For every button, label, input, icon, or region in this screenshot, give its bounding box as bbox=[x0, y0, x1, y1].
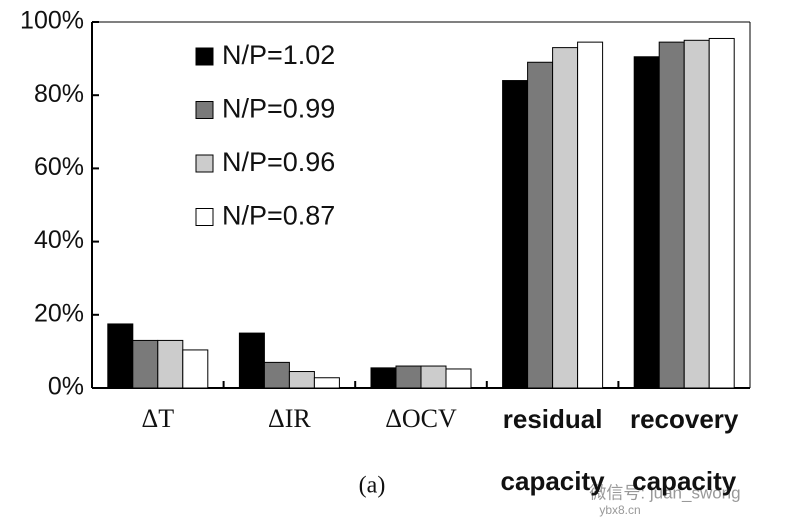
legend-swatch bbox=[195, 208, 214, 226]
bar bbox=[577, 41, 604, 389]
y-tick-label: 0% bbox=[48, 373, 84, 401]
bar bbox=[395, 365, 422, 389]
bar bbox=[288, 371, 315, 389]
legend-label: N/P=1.02 bbox=[222, 40, 335, 70]
bar bbox=[633, 56, 660, 389]
legend-label: N/P=0.96 bbox=[222, 147, 335, 177]
watermark-site: ybx8.cn bbox=[599, 503, 640, 517]
y-tick-label: 100% bbox=[20, 7, 84, 35]
bar bbox=[708, 37, 735, 389]
legend-label: N/P=0.87 bbox=[222, 201, 335, 231]
x-tick-label: recovery capacity bbox=[629, 404, 739, 496]
bar bbox=[420, 365, 447, 389]
bar bbox=[445, 368, 472, 389]
bar bbox=[502, 80, 529, 389]
bar bbox=[683, 39, 710, 389]
legend-swatch bbox=[195, 101, 214, 119]
bar bbox=[238, 332, 265, 389]
y-tick-label: 20% bbox=[34, 299, 84, 327]
x-tick-label: residual capacity bbox=[500, 404, 605, 496]
bar bbox=[370, 367, 397, 389]
x-tick-label: ΔT bbox=[141, 404, 175, 433]
legend-label: N/P=0.99 bbox=[222, 94, 335, 124]
bar bbox=[658, 41, 685, 389]
x-tick-label: ΔOCV bbox=[385, 404, 457, 433]
y-tick-label: 40% bbox=[34, 226, 84, 254]
legend-swatch bbox=[195, 154, 214, 173]
bar bbox=[182, 349, 209, 389]
legend-swatch bbox=[195, 47, 214, 66]
bar bbox=[132, 339, 159, 389]
bar bbox=[107, 323, 134, 389]
bar bbox=[552, 47, 579, 389]
watermark: 微信号: juan_swong bbox=[589, 483, 740, 502]
y-tick-label: 80% bbox=[34, 80, 84, 108]
x-tick-label: ΔIR bbox=[268, 404, 311, 433]
y-tick-label: 60% bbox=[34, 153, 84, 181]
bar bbox=[157, 339, 184, 389]
caption: (a) bbox=[359, 473, 386, 499]
bar bbox=[263, 361, 290, 389]
bar bbox=[313, 377, 340, 389]
bar bbox=[527, 61, 554, 389]
